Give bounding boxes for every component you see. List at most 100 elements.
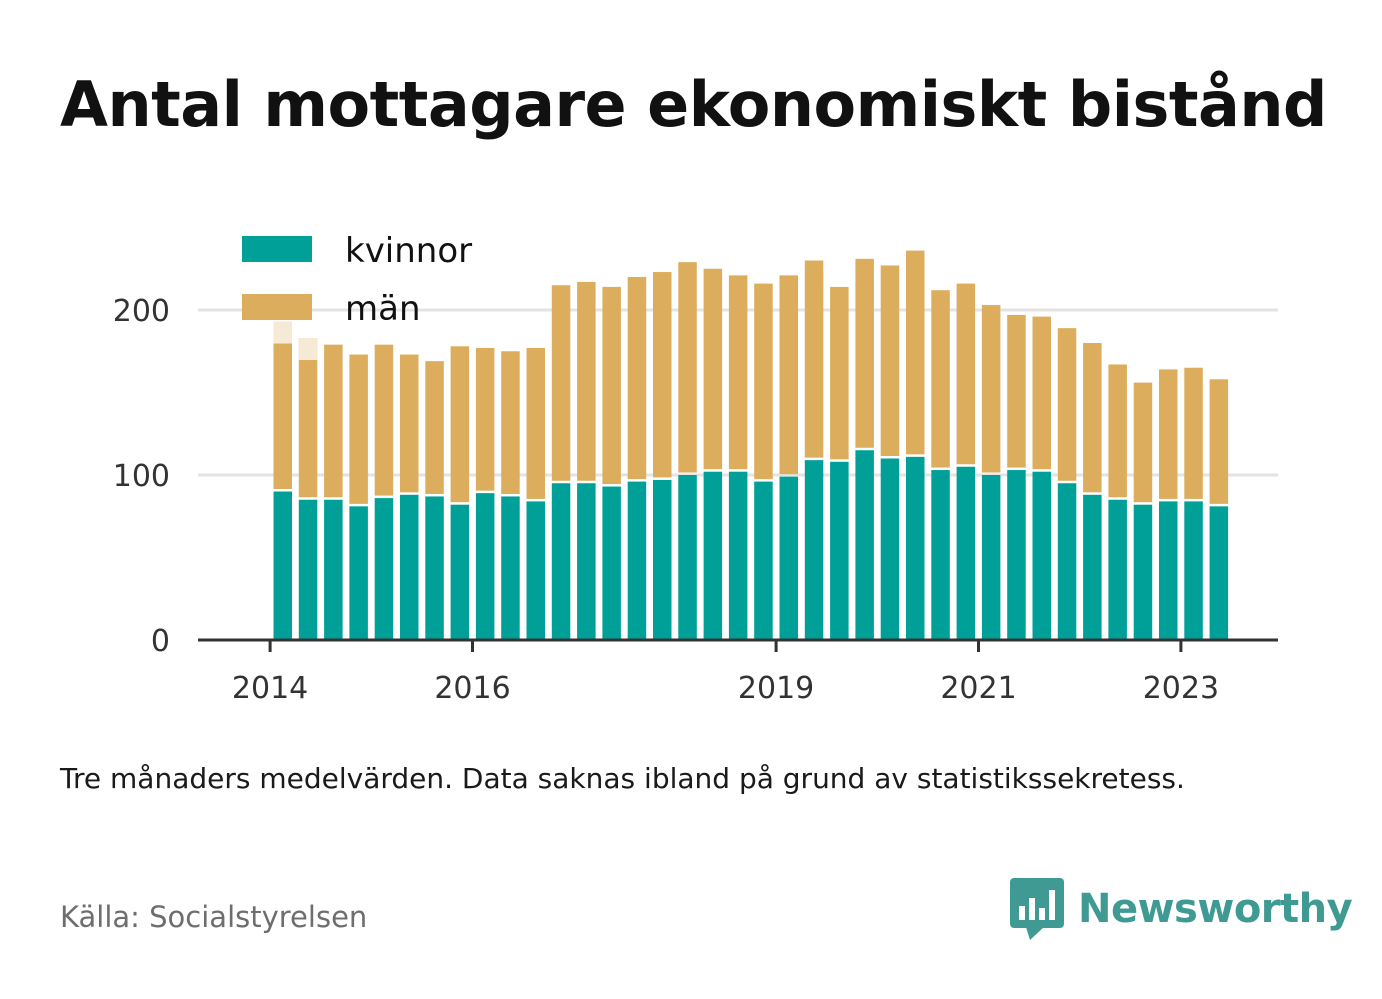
bar-man-14: [627, 277, 647, 480]
bar-man-1: [298, 338, 318, 498]
bar-kvinnor-35: [1159, 501, 1178, 640]
brand-name: Newsworthy: [1078, 886, 1353, 932]
bar-kvinnor-1: [298, 499, 318, 640]
bar-kvinnor-4: [374, 498, 394, 640]
bar-kvinnor-31: [1057, 483, 1077, 640]
bar-kvinnor-13: [602, 486, 621, 640]
legend-label-0: kvinnor: [345, 231, 472, 271]
bar-kvinnor-9: [501, 496, 520, 640]
bar-kvinnor-29: [1007, 470, 1026, 640]
bar-kvinnor-14: [627, 481, 647, 640]
bar-man-34: [1133, 382, 1153, 503]
bar-man-5: [400, 354, 419, 493]
bar-man-10: [526, 347, 545, 499]
bar-man-22: [830, 286, 849, 460]
bar-kvinnor-37: [1209, 506, 1229, 640]
bar-man-4: [374, 344, 394, 496]
bar-kvinnor-27: [956, 466, 976, 640]
legend-swatch-1: [242, 294, 312, 320]
bar-kvinnor-36: [1184, 501, 1203, 640]
bar-man-7: [450, 346, 470, 503]
bar-man-8: [475, 347, 495, 491]
bar-man-11: [551, 285, 571, 481]
x-tick-label-2014: 2014: [232, 671, 308, 706]
bar-man-35: [1159, 369, 1178, 499]
bar-kvinnor-10: [526, 501, 545, 640]
bar-man-20: [779, 275, 798, 475]
bar-man-12: [577, 281, 596, 481]
brand-logo: Newsworthy: [1010, 878, 1353, 940]
bar-kvinnor-18: [728, 471, 748, 640]
bar-kvinnor-34: [1133, 504, 1153, 640]
bar-man-6: [425, 361, 444, 494]
y-tick-label-100: 100: [113, 459, 170, 494]
chart-subtitle: Tre månaders medelvärden. Data saknas ib…: [60, 762, 1185, 795]
bar-kvinnor-0: [273, 491, 292, 640]
bar-man-21: [804, 260, 824, 458]
bar-man-36: [1184, 367, 1203, 499]
source-note: Källa: Socialstyrelsen: [60, 900, 368, 934]
bar-kvinnor-30: [1032, 471, 1051, 640]
bar-kvinnor-20: [779, 476, 798, 640]
bar-kvinnor-12: [577, 483, 596, 640]
bar-man-18: [728, 275, 748, 470]
bar-kvinnor-33: [1108, 499, 1127, 640]
y-axis: 0 100 200: [113, 294, 170, 659]
bar-kvinnor-23: [855, 450, 874, 640]
bar-man-31: [1057, 328, 1077, 481]
bar-man-27: [956, 283, 976, 465]
bar-man-23: [855, 258, 874, 448]
bar-kvinnor-8: [475, 493, 495, 640]
bar-man-29: [1007, 314, 1026, 468]
legend-label-1: män: [345, 289, 421, 329]
bar-chart-speech-bubble-icon: [1010, 878, 1064, 940]
x-tick-label-2021: 2021: [940, 671, 1016, 706]
bar-kvinnor-3: [349, 506, 368, 640]
bar-man-13: [602, 286, 621, 485]
bar-man-0: [273, 321, 292, 489]
bar-kvinnor-6: [425, 496, 444, 640]
bar-kvinnor-11: [551, 483, 571, 640]
bar-man-16: [678, 262, 697, 473]
bar-man-24: [880, 265, 900, 456]
y-tick-label-0: 0: [151, 624, 170, 659]
bar-man-26: [931, 290, 950, 468]
x-axis: 2014 2016 2019 2021 2023: [198, 638, 1278, 706]
x-tick-label-2023: 2023: [1143, 671, 1219, 706]
chart-title: Antal mottagare ekonomiskt bistånd: [60, 68, 1327, 141]
bar-kvinnor-24: [880, 458, 900, 640]
bar-man-17: [703, 268, 723, 470]
bar-kvinnor-5: [400, 494, 419, 640]
bar-man-33: [1108, 364, 1127, 498]
bar-kvinnor-22: [830, 461, 849, 640]
bar-man-15: [653, 272, 672, 478]
bar-series: [273, 250, 1229, 640]
bar-man-25: [906, 250, 925, 455]
bar-kvinnor-2: [324, 499, 343, 640]
x-tick-label-2019: 2019: [738, 671, 814, 706]
bar-man-9: [501, 351, 520, 494]
bar-kvinnor-7: [450, 504, 470, 640]
bar-kvinnor-28: [981, 475, 1001, 640]
bar-man-28: [981, 305, 1001, 473]
y-tick-label-200: 200: [113, 294, 170, 329]
bar-fade-0: [273, 321, 292, 344]
bar-man-32: [1083, 343, 1102, 493]
legend-swatch-0: [242, 236, 312, 262]
x-tick-label-2016: 2016: [434, 671, 510, 706]
bar-kvinnor-32: [1083, 494, 1102, 640]
stacked-bar-chart: 2014 2016 2019 2021 2023 0 100 200 kvinnor män: [113, 231, 1278, 706]
bar-kvinnor-21: [804, 460, 824, 640]
legend: kvinnor män: [242, 231, 472, 329]
bar-kvinnor-16: [678, 475, 697, 640]
bar-kvinnor-15: [653, 479, 672, 640]
bar-kvinnor-19: [754, 481, 773, 640]
bar-kvinnor-25: [906, 456, 925, 640]
bar-man-3: [349, 354, 368, 504]
bar-man-19: [754, 283, 773, 480]
bar-kvinnor-17: [703, 471, 723, 640]
bar-fade-1: [298, 338, 318, 361]
bar-kvinnor-26: [931, 470, 950, 640]
bar-man-37: [1209, 379, 1229, 504]
bar-man-2: [324, 344, 343, 498]
